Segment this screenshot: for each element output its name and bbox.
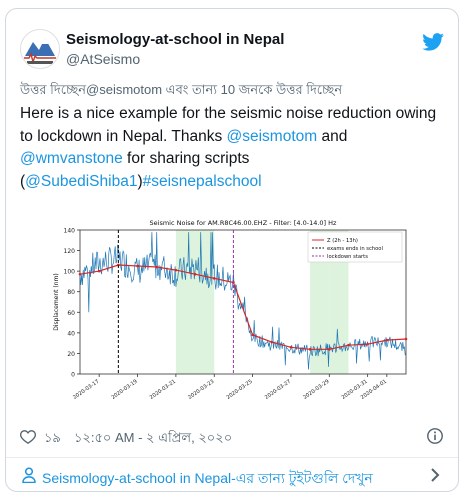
y-tick-label: 80 [67, 289, 75, 296]
median-point [347, 343, 350, 347]
footer-link-label[interactable]: Seismology-at-school in Nepal-এর তান্য ট… [42, 470, 373, 486]
median-point [174, 268, 178, 272]
tweet-timestamp[interactable]: ১২:৫০ AM - ২ এপ্রিল, ২০২০ [74, 430, 233, 445]
y-tick-label: 140 [64, 228, 76, 235]
median-point [212, 277, 216, 280]
median-point [385, 338, 389, 342]
median-point [270, 340, 274, 344]
like-count[interactable]: ১৯ [44, 430, 61, 445]
x-tick-label: 2020-03-29 [302, 379, 330, 401]
median-point [193, 272, 197, 276]
raw-series-line [79, 232, 406, 370]
view-more-tweets-link[interactable]: Seismology-at-school in Nepal-এর তান্য ট… [20, 461, 444, 489]
median-point [308, 348, 312, 351]
tweet-text-part: ) [137, 172, 143, 190]
weekend-band [310, 230, 330, 374]
x-tick-label: 2020-03-25 [226, 379, 254, 401]
median-series-line [79, 264, 407, 350]
divider [6, 457, 458, 458]
x-tick-label: 2020-03-23 [187, 379, 215, 401]
author-name[interactable]: Seismology-at-school in Nepal [66, 31, 285, 48]
median-point [251, 333, 254, 337]
mention-wmvanstone[interactable]: @wmvanstone [20, 150, 123, 167]
person-icon [22, 467, 36, 483]
weekend-band [175, 230, 196, 374]
legend-box [307, 231, 403, 263]
y-axis-label: Displacement (nm) [53, 273, 60, 330]
mention-subedishiba1[interactable]: @SubediShiba1 [25, 172, 138, 190]
legend-label: exams ends in school [327, 246, 383, 252]
avatar[interactable] [20, 29, 60, 69]
y-tick-label: 20 [67, 351, 75, 358]
plot-frame [79, 229, 407, 375]
chart-title: Seismic Noise for AM.R8C46.00.EHZ - Filt… [150, 219, 338, 227]
y-tick-label: 100 [64, 269, 76, 276]
y-tick-label: 40 [67, 330, 75, 337]
median-point [117, 263, 120, 267]
x-tick-label: 2020-03-21 [149, 379, 177, 401]
median-point [136, 264, 139, 268]
x-tick-label: 2020-03-19 [111, 379, 139, 401]
chevron-right-icon[interactable] [430, 467, 440, 483]
legend-label: lockdown starts [327, 254, 368, 260]
y-tick-label: 0 [71, 372, 75, 379]
tweet-text: Here is a nice example for the seismic n… [20, 103, 440, 193]
heart-icon[interactable] [20, 429, 36, 444]
x-tick-label: 2020-03-17 [72, 379, 100, 401]
y-tick-label: 120 [64, 248, 76, 255]
y-tick-label: 60 [67, 310, 75, 317]
median-point [366, 342, 369, 346]
median-point [404, 337, 408, 341]
mention-seismotom[interactable]: @seismotom [226, 127, 318, 145]
tweet-text-part: and [317, 127, 348, 145]
tweet-text-part: Here is a nice example for the seismic n… [20, 105, 437, 145]
hashtag-seisnepalschool[interactable]: #seisnepalschool [142, 172, 262, 190]
reply-context: উত্তর দিচ্ছেন@seismotom এবং তান্য 10 জনক… [20, 82, 343, 97]
twitter-bird-icon[interactable] [422, 33, 444, 51]
x-tick-label: 2020-03-27 [264, 379, 292, 401]
tweet-card: Seismology-at-school in Nepal @AtSeismo … [5, 8, 459, 492]
tweet-header: Seismology-at-school in Nepal @AtSeismo [20, 23, 444, 73]
legend-label: Z (2h - 13h) [327, 238, 358, 244]
median-point [97, 269, 101, 273]
seismic-noise-chart: 0 20 40 60 80 100 120 140 2020-03-17 2020-03-19 20… [53, 219, 408, 401]
info-icon[interactable] [426, 427, 444, 445]
tweet-text-part: for sharing scripts ( [20, 150, 250, 190]
chart-image[interactable]: 0 20 40 60 80 100 120 140 2020-03-17 2020-03-19 20… [50, 212, 420, 407]
seismo-logo-icon [21, 30, 59, 68]
median-point [78, 272, 82, 276]
tweet-meta: ১৯ ১২:৫০ AM - ২ এপ্রিল, ২০২০ [20, 427, 444, 449]
weekend-band [329, 230, 349, 374]
median-point [289, 345, 293, 349]
median-point [327, 348, 331, 351]
median-point [155, 265, 159, 269]
author-handle[interactable]: @AtSeismo [66, 51, 141, 67]
